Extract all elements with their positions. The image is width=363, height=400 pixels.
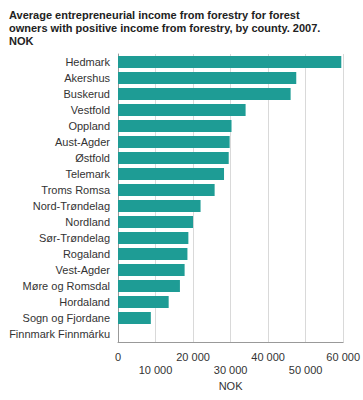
svg-text:60 000: 60 000 (326, 351, 360, 363)
svg-text:Vestfold: Vestfold (71, 104, 110, 116)
svg-text:Hordaland: Hordaland (59, 296, 110, 308)
svg-text:Møre og Romsdal: Møre og Romsdal (23, 280, 110, 292)
svg-text:Finnmark Finnmárku: Finnmark Finnmárku (9, 328, 110, 340)
svg-text:Østfold: Østfold (75, 152, 110, 164)
svg-text:Telemark: Telemark (65, 168, 110, 180)
svg-text:Aust-Agder: Aust-Agder (55, 136, 110, 148)
svg-text:Sør-Trøndelag: Sør-Trøndelag (39, 232, 110, 244)
svg-text:owners with positive income fr: owners with positive income from forestr… (9, 22, 320, 34)
svg-text:NOK: NOK (219, 380, 244, 392)
svg-text:Akershus: Akershus (64, 72, 110, 84)
svg-text:Hedmark: Hedmark (65, 56, 110, 68)
svg-text:20 000: 20 000 (176, 351, 210, 363)
svg-text:NOK: NOK (9, 35, 34, 47)
svg-text:50 000: 50 000 (289, 364, 323, 376)
svg-text:Vest-Agder: Vest-Agder (56, 264, 111, 276)
svg-text:40 000: 40 000 (251, 351, 285, 363)
svg-text:Nordland: Nordland (65, 216, 110, 228)
svg-text:Average entrepreneurial income: Average entrepreneurial income from fore… (9, 9, 300, 21)
svg-text:Rogaland: Rogaland (63, 248, 110, 260)
svg-text:Oppland: Oppland (68, 120, 110, 132)
svg-text:Nord-Trøndelag: Nord-Trøndelag (33, 200, 110, 212)
svg-text:0: 0 (115, 351, 121, 363)
svg-text:Sogn og Fjordane: Sogn og Fjordane (23, 312, 110, 324)
svg-text:30 000: 30 000 (214, 364, 248, 376)
svg-text:10 000: 10 000 (139, 364, 173, 376)
svg-text:Troms Romsa: Troms Romsa (41, 184, 111, 196)
svg-text:Buskerud: Buskerud (64, 88, 110, 100)
